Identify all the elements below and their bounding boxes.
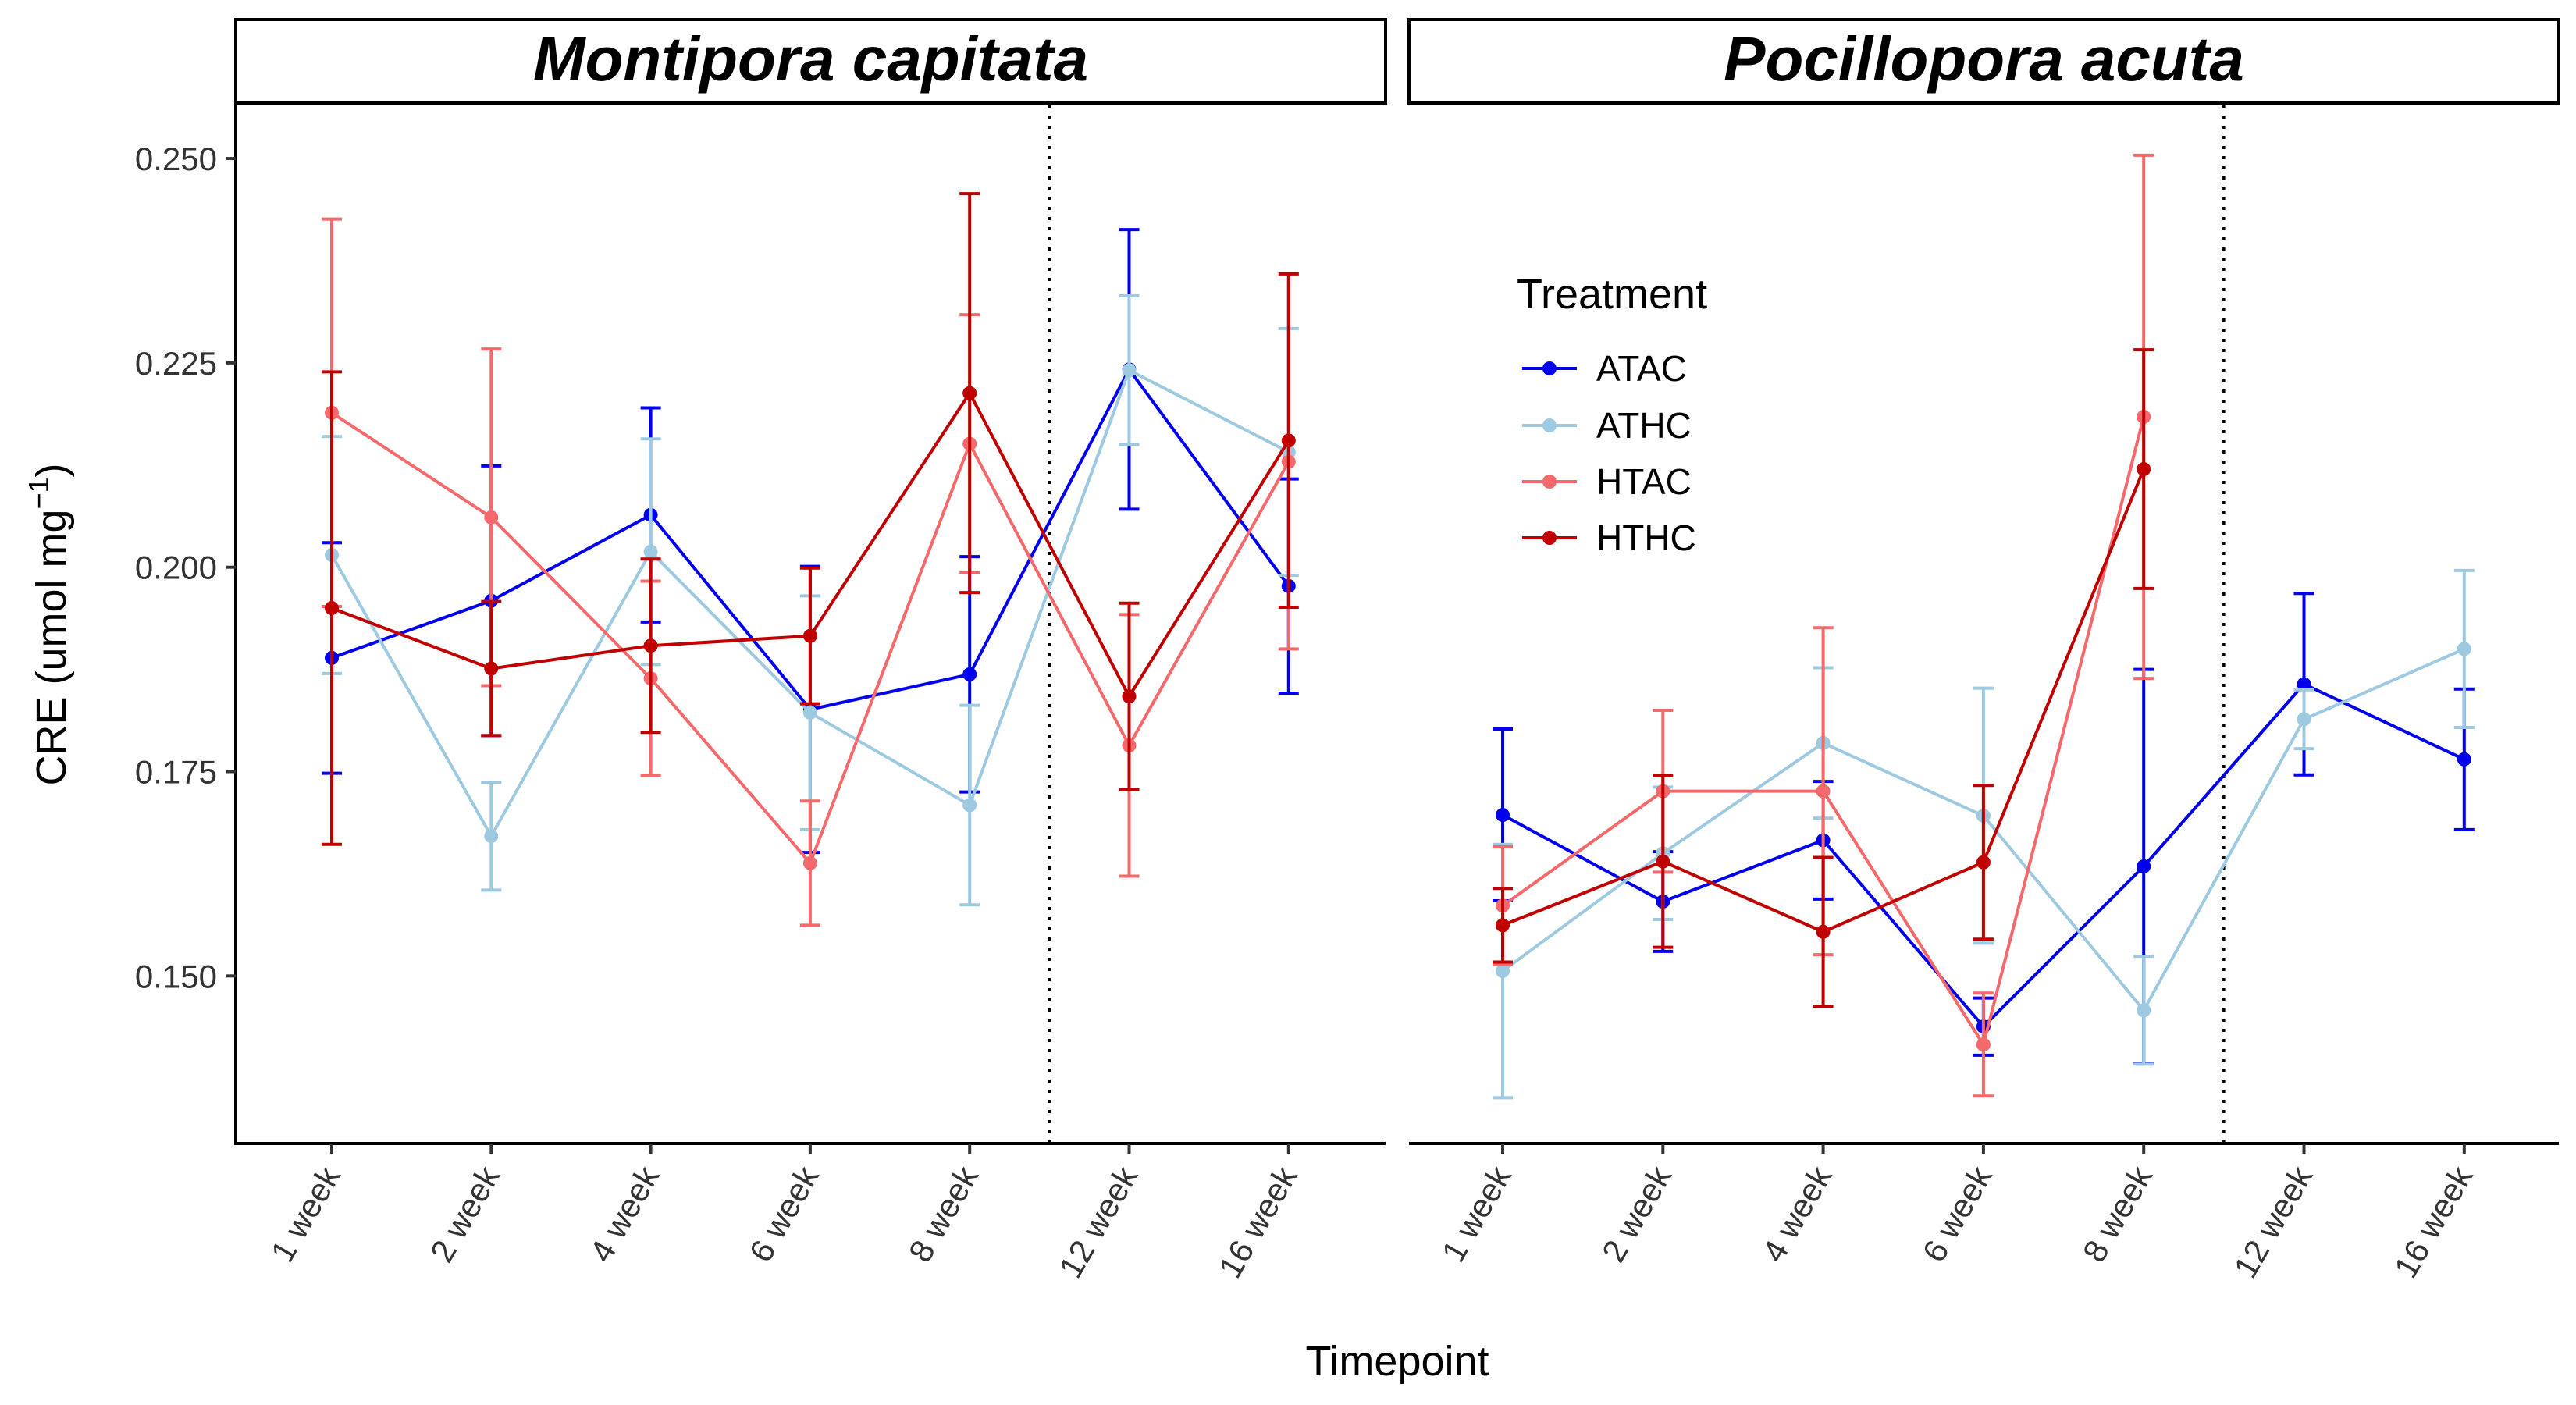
data-point-hthc [1496,918,1510,933]
strip-title-left: Montipora capitata [533,24,1088,94]
data-point-hthc [1281,433,1296,448]
x-tick-label: 1 week [1435,1159,1519,1268]
data-point-hthc [643,638,658,653]
y-axis-title: CRE (umol mg−1) [23,463,75,785]
legend-item-htac: HTAC [1522,461,1692,502]
x-tick-label: 8 week [902,1159,986,1268]
data-point-htac [1976,1037,1991,1052]
legend-label-hthc: HTHC [1596,518,1696,558]
data-point-athc [1122,363,1137,378]
y-axis-title-main: CRE (umol mg [28,509,75,785]
x-tick-label: 12 week [2226,1159,2319,1284]
x-tick-label: 2 week [423,1159,507,1268]
data-point-htac [484,510,499,525]
strip-right [1407,18,2560,105]
data-point-hthc [325,601,339,616]
strip-left [234,18,1387,105]
y-tick-label: 0.250 [135,140,217,177]
x-tick-label: 16 week [1212,1159,1304,1284]
y-tick-label: 0.225 [135,345,217,382]
data-point-athc [643,544,658,559]
data-point-hthc [1656,854,1670,869]
data-point-athc [962,798,977,813]
x-tick-label: 8 week [2076,1159,2160,1268]
legend-title: Treatment [1517,271,1707,318]
data-point-hthc [962,386,977,400]
x-tick-label: 6 week [742,1159,826,1268]
data-point-hthc [802,628,817,643]
data-point-athc [1496,964,1510,979]
x-tick-label: 4 week [582,1159,667,1268]
data-point-hthc [1816,924,1831,939]
legend-swatch-htac-dot [1542,475,1557,489]
x-tick-label: 4 week [1755,1159,1839,1268]
data-point-hthc [2137,462,2151,477]
data-point-hthc [1976,855,1991,870]
strip-title-right: Pocillopora acuta [1724,24,2244,94]
data-point-atac [962,667,977,681]
legend-label-htac: HTAC [1596,461,1692,502]
x-tick-label: 1 week [264,1159,348,1268]
y-axis: 0.150 0.175 0.200 0.225 0.250 [135,105,237,1145]
legend-item-atac: ATAC [1522,348,1687,389]
x-tick-label: 6 week [1915,1159,1999,1268]
y-axis-title-sup: −1 [23,477,55,509]
series-hthc [322,192,1299,846]
data-point-hthc [484,661,499,676]
y-tick-label: 0.175 [135,754,217,791]
y-tick-label: 0.150 [135,958,217,994]
x-tick-label: 16 week [2387,1159,2480,1284]
legend-item-hthc: HTHC [1522,518,1696,558]
legend: Treatment ATAC ATHC HTAC HTHC [1517,271,1707,558]
data-point-atac [2137,859,2151,873]
data-point-atac [2297,677,2311,692]
legend-swatch-atac-dot [1542,361,1557,375]
legend-swatch-hthc-dot [1542,531,1557,545]
data-point-atac [2457,752,2471,767]
data-point-athc [2457,642,2471,656]
series-hthc [1493,348,2154,1008]
data-point-athc [802,706,817,720]
panel-montipora: 1 week 2 week 4 week 6 week 8 week 12 week 16 … [236,105,1386,1284]
y-tick-label: 0.200 [135,550,217,586]
legend-label-atac: ATAC [1596,348,1687,389]
data-point-athc [484,829,499,844]
data-point-athc [2137,1003,2151,1018]
data-point-htac [1816,784,1831,799]
data-point-athc [2297,712,2311,727]
data-point-hthc [1122,689,1137,704]
legend-item-athc: ATHC [1522,405,1692,446]
data-point-htac [802,855,817,870]
x-axis-title: Timepoint [1305,1338,1489,1385]
data-point-atac [1496,808,1510,823]
legend-label-athc: ATHC [1596,405,1692,446]
legend-swatch-athc-dot [1542,418,1557,432]
x-tick-label: 12 week [1051,1159,1144,1284]
x-tick-label: 2 week [1595,1159,1679,1268]
y-axis-title-close: ) [28,463,75,477]
